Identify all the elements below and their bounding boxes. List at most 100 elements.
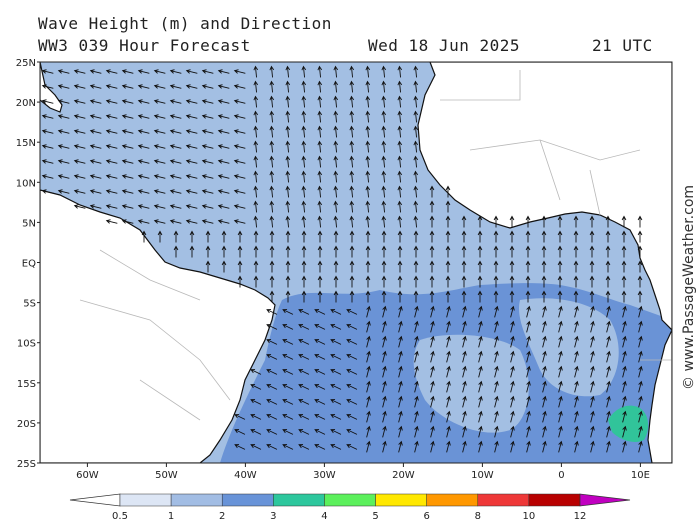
lon-tick-label: 60W bbox=[76, 470, 99, 481]
wave-arrow bbox=[333, 245, 339, 258]
wave-arrow bbox=[382, 305, 387, 318]
wave-arrow bbox=[41, 189, 54, 194]
wave-arrow bbox=[398, 425, 403, 438]
wave-arrow bbox=[397, 95, 403, 108]
wave-arrow bbox=[605, 290, 611, 303]
wave-arrow bbox=[301, 275, 307, 288]
wave-arrow bbox=[89, 189, 102, 194]
wave-arrow bbox=[169, 99, 182, 104]
wave-arrow bbox=[317, 230, 323, 243]
wave-arrow bbox=[298, 428, 310, 435]
wave-arrow bbox=[429, 185, 435, 198]
lat-tick-label: 20N bbox=[16, 98, 36, 109]
wave-arrow bbox=[413, 200, 419, 213]
wave-arrow bbox=[330, 368, 342, 375]
wave-arrow bbox=[638, 350, 643, 363]
wave-arrow bbox=[573, 275, 579, 288]
wave-arrow bbox=[382, 335, 387, 348]
wave-arrow bbox=[346, 338, 358, 345]
wave-arrow bbox=[622, 365, 627, 378]
wave-arrow bbox=[233, 174, 246, 179]
wave-arrow bbox=[105, 174, 118, 179]
wave-arrow bbox=[269, 125, 275, 138]
wave-arrow bbox=[510, 380, 515, 393]
wave-arrow bbox=[430, 335, 435, 348]
wave-arrow bbox=[89, 99, 102, 104]
wave-arrow bbox=[57, 99, 70, 104]
wave-arrow bbox=[185, 144, 198, 149]
wave-arrow bbox=[298, 338, 310, 345]
legend-label: 4 bbox=[321, 511, 327, 522]
wave-arrow bbox=[301, 80, 307, 93]
wave-arrow bbox=[525, 215, 531, 228]
wave-arrow bbox=[413, 125, 419, 138]
wave-arrow bbox=[605, 215, 611, 228]
wave-arrow bbox=[330, 383, 342, 390]
wave-arrow bbox=[526, 395, 531, 408]
wave-arrow bbox=[201, 99, 214, 104]
wave-arrow bbox=[381, 200, 387, 213]
wave-arrow bbox=[382, 425, 387, 438]
wave-arrow bbox=[314, 308, 326, 315]
legend-swatch bbox=[119, 493, 172, 507]
wave-arrow bbox=[526, 320, 531, 333]
wave-arrow bbox=[57, 84, 70, 89]
wave-arrow bbox=[333, 200, 339, 213]
wave-arrow bbox=[285, 95, 291, 108]
wave-arrow bbox=[414, 440, 419, 453]
wave-arrow bbox=[346, 443, 358, 450]
wave-arrow bbox=[637, 290, 643, 303]
wave-arrow bbox=[201, 69, 214, 74]
wave-arrow bbox=[89, 69, 102, 74]
wave-arrow bbox=[169, 219, 182, 224]
wave-arrow bbox=[397, 140, 403, 153]
wave-arrow bbox=[478, 335, 483, 348]
wave-arrow bbox=[638, 395, 643, 408]
wave-arrow bbox=[542, 350, 547, 363]
wave-arrow bbox=[446, 380, 451, 393]
legend-label: 2 bbox=[219, 511, 225, 522]
wave-arrow bbox=[185, 129, 198, 134]
wave-arrow bbox=[301, 245, 307, 258]
wave-arrow bbox=[413, 170, 419, 183]
wave-arrow bbox=[333, 185, 339, 198]
lat-tick-label: 25S bbox=[17, 459, 36, 470]
wave-arrow bbox=[205, 230, 211, 243]
wave-arrow bbox=[493, 260, 499, 273]
wave-arrow bbox=[349, 290, 355, 303]
lat-tick-label: 5S bbox=[23, 299, 36, 310]
wave-arrow bbox=[266, 413, 278, 420]
wave-arrow bbox=[185, 204, 198, 209]
wave-arrow bbox=[446, 320, 451, 333]
wave-arrow bbox=[141, 230, 147, 243]
wave-arrow bbox=[461, 245, 467, 258]
wave-arrow bbox=[365, 275, 371, 288]
wave-arrow bbox=[525, 260, 531, 273]
wave-arrow bbox=[250, 428, 262, 435]
wave-arrow bbox=[397, 80, 403, 93]
wave-arrow bbox=[349, 200, 355, 213]
wave-arrow bbox=[525, 230, 531, 243]
wave-arrow bbox=[398, 395, 403, 408]
wave-arrow bbox=[269, 245, 275, 258]
wave-arrow bbox=[445, 275, 451, 288]
wave-arrow bbox=[333, 125, 339, 138]
wave-arrow bbox=[573, 290, 579, 303]
wave-arrow bbox=[478, 410, 483, 423]
wave-arrow bbox=[510, 365, 515, 378]
wave-arrow bbox=[477, 230, 483, 243]
legend-label: 6 bbox=[423, 511, 429, 522]
wave-arrow bbox=[526, 380, 531, 393]
wave-arrow bbox=[333, 140, 339, 153]
wave-arrow bbox=[233, 99, 246, 104]
wave-arrow bbox=[57, 129, 70, 134]
wave-arrow bbox=[621, 245, 627, 258]
wave-arrow bbox=[169, 84, 182, 89]
wave-arrow bbox=[282, 443, 294, 450]
wave-arrow bbox=[105, 189, 118, 194]
wave-arrow bbox=[446, 365, 451, 378]
wave-arrow bbox=[57, 144, 70, 149]
color-legend: 0.5 1 2 3 4 5 6 8 10 12 bbox=[69, 493, 631, 522]
wave-arrow bbox=[557, 230, 563, 243]
wave-arrow bbox=[57, 69, 70, 74]
